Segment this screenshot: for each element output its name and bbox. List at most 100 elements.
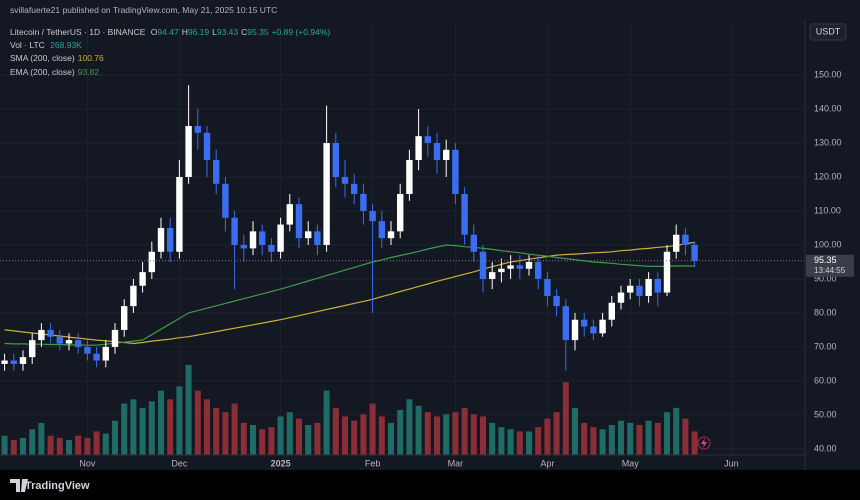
candle-body (452, 149, 459, 194)
legend: SMA (200, close) 100.76 EMA (200, close) 93… (10, 53, 107, 81)
event-icon (701, 438, 707, 448)
logo (10, 479, 28, 492)
candle-body (231, 217, 238, 245)
currency: USDT (816, 26, 841, 36)
candle-body (443, 149, 450, 160)
volume-bar (526, 431, 532, 455)
legend-row: Vol · LTC 268.93K (10, 40, 85, 50)
volume-bar (75, 435, 82, 455)
volume-bar (470, 414, 477, 455)
volume-value: 268.93K (50, 40, 82, 50)
candle-body (553, 295, 560, 307)
candle-body (562, 306, 569, 341)
candle-body (581, 319, 588, 327)
volume-bar (323, 390, 330, 455)
volume-bar (167, 399, 174, 455)
volume-bar (112, 420, 118, 455)
candle-body (544, 278, 551, 296)
event-icon[interactable] (697, 436, 711, 450)
volume-bar (240, 422, 247, 455)
candle-body (489, 272, 496, 279)
candle-body (47, 329, 54, 337)
legend-value: 100.76 (77, 53, 104, 63)
volume-bar (443, 414, 450, 455)
volume-bar (673, 407, 680, 455)
candle-body (65, 340, 73, 344)
volume-bar (489, 422, 496, 455)
footer-bar (0, 470, 860, 500)
candle-body (305, 231, 312, 239)
volume-bar (636, 425, 643, 455)
volume-bar (599, 429, 606, 455)
volume-bar (176, 386, 183, 455)
volume-bar (480, 416, 486, 455)
volume-bar (406, 399, 413, 455)
ohlc-label: H (181, 27, 188, 37)
y-tick-label: 150.00 (814, 69, 842, 79)
publish-note: svillafuerte21 published on TradingView.… (10, 5, 278, 15)
x-tick-label: Nov (79, 458, 96, 468)
candle-body (673, 234, 680, 252)
x-tick-label: Apr (540, 458, 554, 468)
volume-bar (388, 422, 394, 455)
y-tick-label: 40.00 (814, 443, 837, 453)
volume-bar (20, 437, 26, 455)
ohlc-value: 96.19 (187, 27, 210, 37)
candle-body (1, 360, 8, 364)
price-tag (806, 254, 854, 277)
volume-bar (498, 427, 505, 455)
candle-body (148, 251, 155, 273)
volume-bar (231, 403, 238, 455)
candle-body (194, 126, 201, 133)
candle-body (203, 132, 211, 160)
x-tick-label: Jun (724, 458, 739, 468)
candle-body (397, 193, 404, 232)
legend-item[interactable]: EMA (200, close) 93.82 (10, 67, 107, 77)
volume-bar (38, 422, 45, 455)
candle-body (360, 193, 367, 211)
volume-bar (259, 429, 266, 455)
volume-bar (581, 422, 588, 455)
ohlc-value: 93.43 (216, 27, 239, 37)
volume-bar (93, 431, 100, 455)
volume-bar (535, 427, 542, 455)
x-tick-label: Feb (365, 458, 381, 468)
volume-bar (1, 435, 8, 455)
y-tick-label: 140.00 (814, 103, 842, 113)
y-tick-label: 90.00 (814, 273, 837, 283)
volume-bar (121, 403, 128, 455)
candle-body (10, 360, 17, 364)
candle-body (130, 285, 137, 307)
candle-body (277, 224, 284, 252)
volume-bar (664, 412, 670, 455)
x-tick-label: Mar (448, 458, 464, 468)
candle-body (19, 357, 27, 364)
volume-bar (277, 416, 284, 455)
y-tick-label: 80.00 (814, 307, 837, 317)
volume-bar (378, 416, 385, 455)
volume-bar (342, 416, 348, 455)
candle-body (617, 292, 625, 303)
volume-bar (10, 440, 17, 455)
volume-bar (590, 427, 597, 455)
volume-bar (56, 437, 63, 455)
volume-bar (562, 382, 569, 455)
volume-bar (314, 422, 321, 455)
candle-body (341, 176, 349, 184)
candle-body (590, 326, 597, 334)
legend-item[interactable]: SMA (200, close) 100.76 (10, 53, 107, 63)
candle-body (29, 340, 36, 358)
y-tick-label: 100.00 (814, 239, 842, 249)
ohlc-label: C (241, 27, 248, 37)
volume-bar (360, 414, 367, 455)
currency-box[interactable] (809, 23, 847, 41)
volume-bar (213, 407, 220, 455)
y-tick-label: 60.00 (814, 375, 837, 385)
candle-body (636, 285, 643, 296)
volume-bar (222, 412, 229, 455)
volume-bar (618, 420, 624, 455)
volume-bar (553, 412, 560, 455)
y-tick-label: 110.00 (814, 205, 841, 215)
volume-bar (148, 401, 155, 455)
